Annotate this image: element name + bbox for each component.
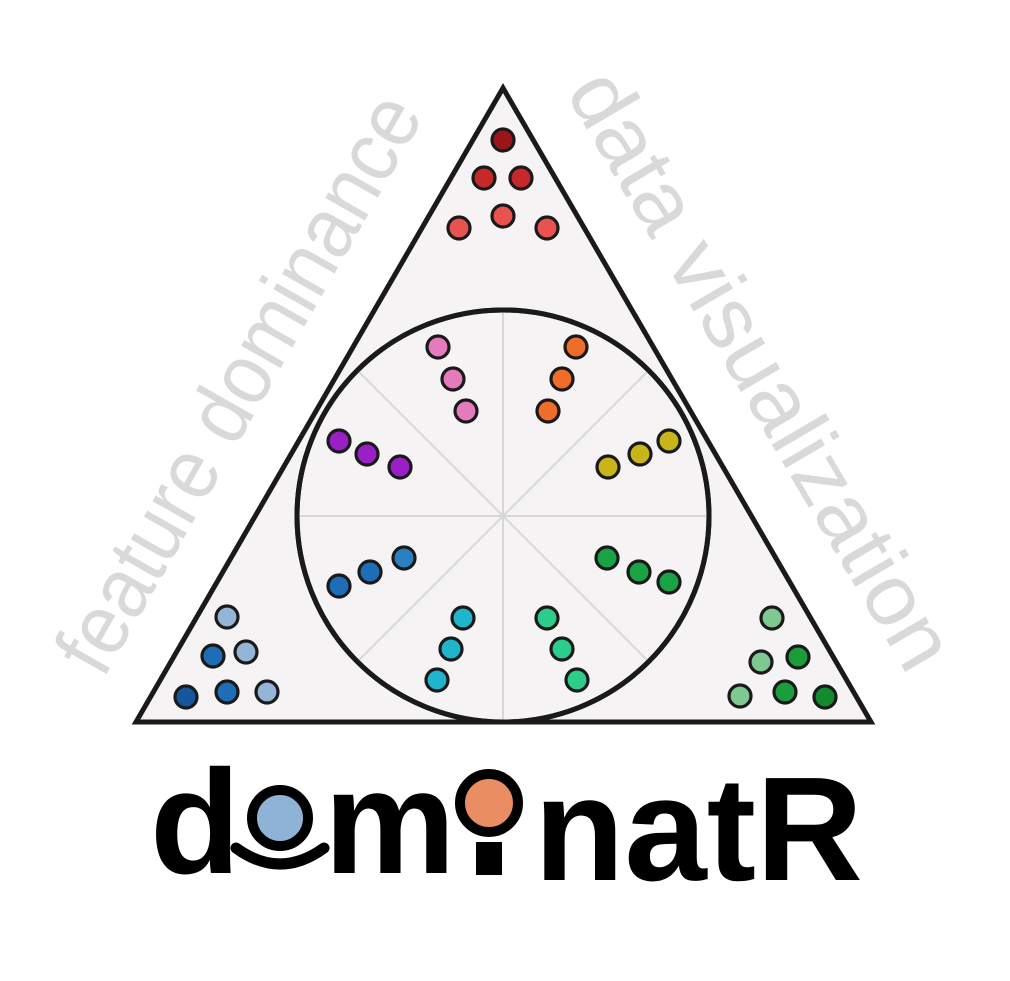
- spoke-cyan-dot: [438, 636, 464, 662]
- spoke-purple-dot: [354, 441, 380, 467]
- spoke-blue-dot: [357, 559, 383, 585]
- left-corner-blues-dot: [233, 639, 259, 665]
- spoke-teal-group: [534, 605, 590, 693]
- spoke-green-dot: [626, 559, 652, 585]
- right-corner-greens-dot: [759, 605, 785, 631]
- spoke-cyan-dot: [450, 605, 476, 631]
- left-corner-blues-dot: [254, 679, 280, 705]
- spoke-purple-dot: [387, 454, 413, 480]
- spoke-purple-group: [326, 428, 413, 480]
- spoke-green-dot: [594, 545, 620, 571]
- right-corner-greens-dot: [812, 684, 838, 710]
- left-corner-blues-dot: [200, 643, 226, 669]
- left-corner-blues-group: [173, 604, 280, 710]
- spoke-orange-dot: [549, 366, 575, 392]
- spoke-teal-dot: [534, 605, 560, 631]
- spoke-teal-dot: [564, 667, 590, 693]
- wheel-rim: [294, 307, 712, 725]
- wheel-spokes: [297, 310, 709, 722]
- left-corner-blues-dot: [214, 679, 240, 705]
- right-corner-greens-dot: [727, 683, 753, 709]
- right-corner-greens-dot: [785, 644, 811, 670]
- wordmark-o-circle: [247, 785, 313, 851]
- spoke-orange-group: [535, 334, 589, 424]
- spoke-cyan-group: [424, 605, 476, 693]
- top-corner-reds-dot: [446, 215, 472, 241]
- wordmark-natr: natR: [534, 747, 863, 912]
- wheel-spoke: [356, 369, 650, 663]
- top-corner-reds-dot: [490, 127, 516, 153]
- spoke-pink-dot: [453, 398, 479, 424]
- right-corner-greens-dot: [772, 679, 798, 705]
- spoke-pink-group: [425, 334, 479, 424]
- spoke-yellow-dot: [656, 428, 682, 454]
- spoke-purple-dot: [326, 428, 352, 454]
- top-corner-reds-dot: [490, 203, 516, 229]
- top-corner-reds-dot: [534, 215, 560, 241]
- spoke-yellow-group: [595, 428, 682, 480]
- wordmark-m: m: [324, 740, 456, 905]
- spoke-yellow-dot: [595, 454, 621, 480]
- wordmark-d: d: [150, 740, 240, 905]
- right-corner-greens-dot: [748, 649, 774, 675]
- center-wheel: [294, 307, 712, 725]
- spoke-orange-dot: [563, 334, 589, 360]
- spoke-teal-dot: [549, 636, 575, 662]
- wordmark-i-stem: [476, 842, 502, 875]
- spoke-green-group: [594, 545, 682, 595]
- left-corner-blues-dot: [214, 604, 240, 630]
- spoke-orange-dot: [535, 398, 561, 424]
- spoke-cyan-dot: [424, 667, 450, 693]
- wordmark: d m natR: [150, 740, 863, 912]
- spoke-blue-group: [326, 545, 417, 599]
- dot-clusters: [173, 127, 838, 710]
- left-corner-blues-dot: [173, 684, 199, 710]
- top-corner-reds-dot: [471, 165, 497, 191]
- spoke-pink-dot: [440, 366, 466, 392]
- right-corner-greens-group: [727, 605, 838, 710]
- spoke-blue-dot: [326, 573, 352, 599]
- spoke-green-dot: [656, 569, 682, 595]
- spoke-blue-dot: [391, 545, 417, 571]
- spoke-pink-dot: [425, 334, 451, 360]
- wordmark-o-smile: [230, 842, 330, 870]
- top-corner-reds-group: [446, 127, 560, 241]
- wordmark-i-dot: [455, 769, 523, 837]
- top-corner-reds-dot: [508, 165, 534, 191]
- spoke-yellow-dot: [627, 441, 653, 467]
